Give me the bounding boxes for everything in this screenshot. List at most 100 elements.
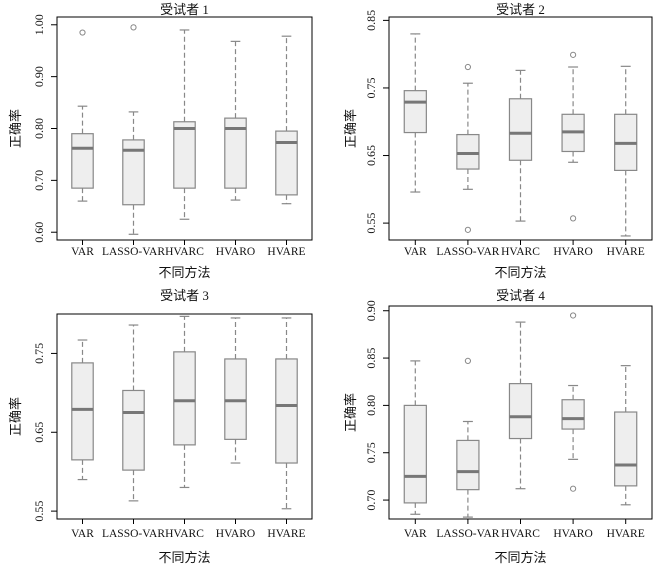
y-tick-label: 0.75 (364, 77, 378, 98)
box-iqr (122, 139, 145, 206)
box-hvare (614, 65, 638, 237)
box-iqr (275, 130, 298, 196)
box-iqr (561, 399, 585, 430)
x-tick-label: LASSO-VAR (436, 246, 499, 258)
box-iqr (224, 117, 247, 189)
box-hvaro (224, 40, 247, 201)
y-tick-label: 0.80 (32, 118, 46, 139)
box-hvarc (173, 29, 196, 220)
x-tick-label: VAR (71, 528, 94, 540)
x-tick-label: HVARO (553, 246, 592, 258)
outlier-point (130, 24, 137, 31)
box-iqr (456, 133, 480, 170)
box-lasso-var (122, 24, 145, 235)
chart-title: 受试者 4 (496, 288, 545, 303)
outlier-point (570, 485, 577, 492)
box-var (71, 339, 94, 481)
x-tick-label: HVARC (165, 528, 204, 540)
x-tick-label: VAR (404, 246, 427, 258)
x-axis-label: 不同方法 (494, 550, 546, 565)
y-axis-label: 正确率 (8, 397, 23, 436)
outlier-point (570, 215, 577, 222)
y-tick-label: 0.60 (32, 222, 46, 243)
x-axis-label: 不同方法 (158, 265, 210, 280)
chart-title: 受试者 1 (160, 2, 209, 17)
y-tick-label: 0.80 (364, 395, 378, 416)
box-iqr (173, 121, 196, 189)
box-iqr (508, 98, 533, 161)
y-tick-label: 0.65 (364, 145, 378, 166)
outlier-point (464, 63, 471, 71)
y-tick-label: 0.75 (364, 442, 378, 463)
box-hvarc (508, 69, 533, 222)
box-iqr (224, 358, 247, 440)
x-tick-label: HVARO (216, 246, 255, 258)
box-var (71, 29, 94, 202)
box-hvare (614, 365, 638, 506)
x-axis-label: 不同方法 (494, 265, 546, 280)
box-iqr (122, 389, 145, 471)
chart-title: 受试者 3 (160, 288, 209, 303)
x-tick-label: LASSO-VAR (436, 528, 499, 540)
y-axis-label: 正确率 (343, 393, 358, 432)
box-iqr (403, 90, 427, 134)
y-tick-label: 0.85 (364, 348, 378, 369)
x-tick-label: VAR (71, 246, 94, 258)
box-iqr (173, 351, 196, 446)
y-tick-label: 0.55 (32, 501, 46, 522)
box-hvarc (508, 321, 533, 490)
x-tick-label: HVARC (501, 246, 540, 258)
x-tick-label: HVARE (267, 246, 305, 258)
y-tick-label: 0.70 (32, 170, 46, 191)
y-axis-label: 正确率 (8, 109, 23, 148)
box-var (403, 33, 427, 193)
outlier-point (464, 357, 471, 365)
box-hvaro (224, 317, 247, 464)
outlier-point (570, 312, 577, 319)
y-tick-label: 1.00 (32, 14, 46, 35)
chart-title: 受试者 2 (496, 2, 545, 17)
box-hvarc (173, 315, 196, 489)
x-tick-label: HVARC (501, 528, 540, 540)
box-lasso-var (456, 357, 480, 518)
box-hvare (275, 35, 298, 205)
y-axis-label: 正确率 (343, 109, 358, 148)
y-tick-label: 0.90 (32, 66, 46, 87)
y-tick-label: 0.70 (364, 490, 378, 511)
box-lasso-var (456, 63, 480, 233)
y-tick-label: 0.55 (364, 213, 378, 234)
y-tick-label: 0.90 (364, 300, 378, 321)
box-iqr (508, 383, 533, 440)
y-tick-label: 0.65 (32, 422, 46, 443)
box-var (403, 360, 427, 515)
x-tick-label: LASSO-VAR (102, 246, 165, 258)
x-tick-label: HVARC (165, 246, 204, 258)
x-tick-label: HVARO (553, 528, 592, 540)
box-hvaro (561, 51, 585, 222)
outlier-point (570, 51, 577, 58)
box-hvaro (561, 312, 585, 492)
x-tick-label: HVARE (607, 246, 645, 258)
x-tick-label: HVARE (607, 528, 645, 540)
box-iqr (403, 404, 427, 504)
box-iqr (614, 411, 638, 487)
y-tick-label: 0.85 (364, 10, 378, 31)
box-iqr (456, 439, 480, 491)
y-tick-label: 0.75 (32, 343, 46, 364)
x-axis-label: 不同方法 (158, 550, 210, 565)
x-tick-label: VAR (404, 528, 427, 540)
box-lasso-var (122, 324, 145, 502)
box-iqr (71, 133, 94, 189)
box-iqr (71, 362, 94, 461)
x-tick-label: HVARE (267, 528, 305, 540)
x-tick-label: HVARO (216, 528, 255, 540)
x-tick-label: LASSO-VAR (102, 528, 165, 540)
outlier-point (464, 226, 471, 233)
box-hvare (275, 317, 298, 510)
